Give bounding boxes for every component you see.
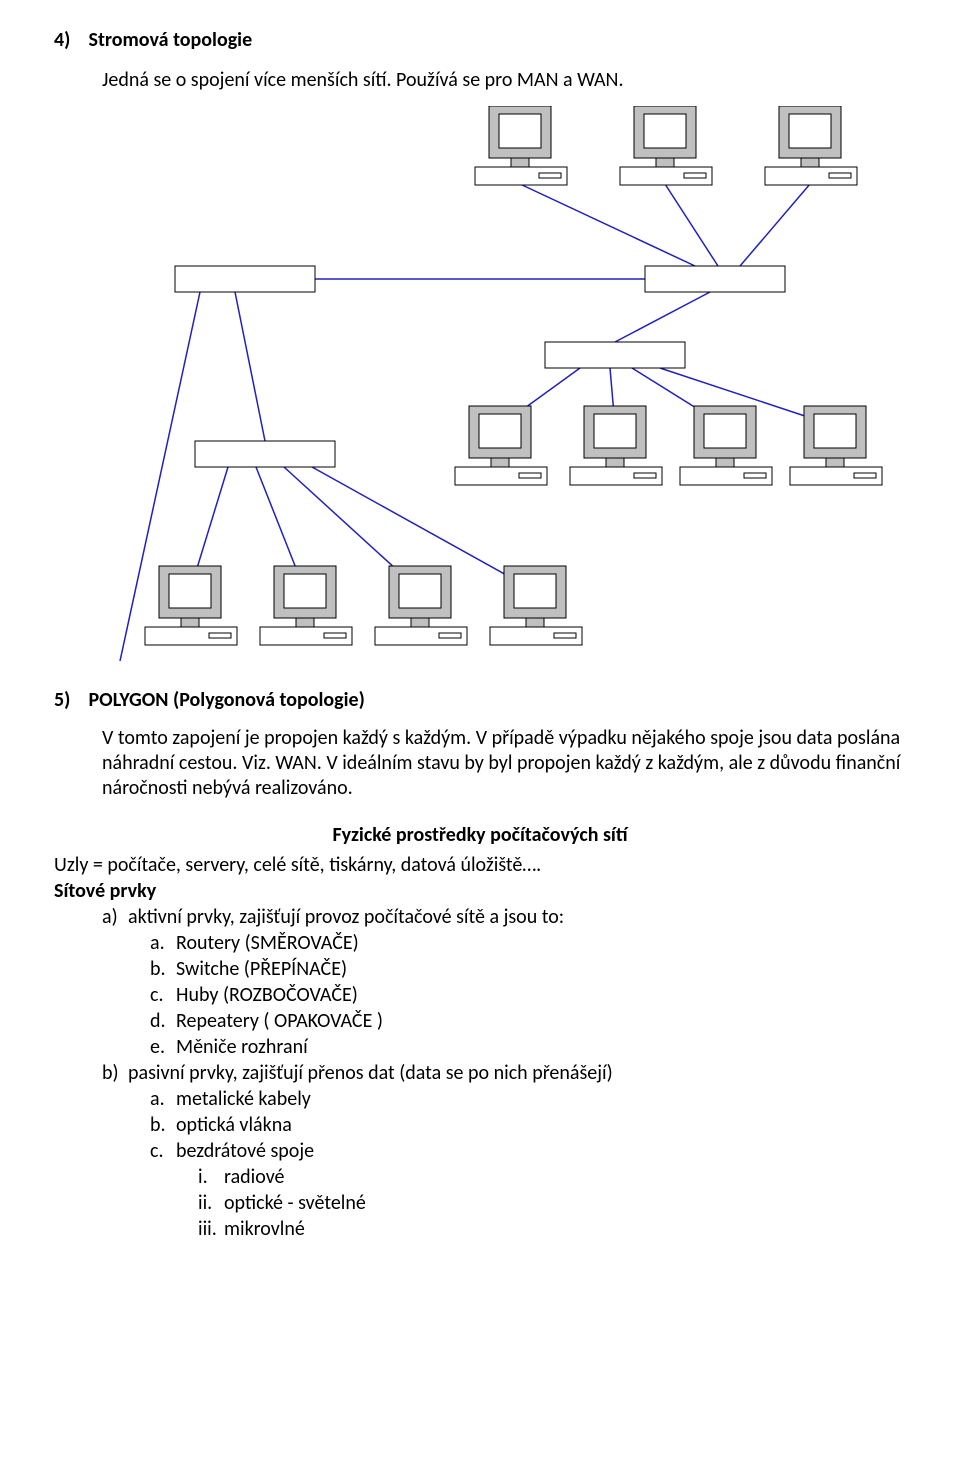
list-item-b: b)pasivní prvky, zajišťují přenos dat (d… xyxy=(102,1061,906,1085)
list-item-text: Routery (SMĚROVAČE) xyxy=(176,931,359,955)
list-item-text: mikrovlné xyxy=(224,1217,305,1241)
list-item-mark: c. xyxy=(150,983,176,1007)
list-item: c.Huby (ROZBOČOVAČE) xyxy=(150,983,906,1007)
list-level-3-c: i.radiovéii.optické - světelnéiii.mikrov… xyxy=(198,1165,906,1241)
list-item-b-text: pasivní prvky, zajišťují přenos dat (dat… xyxy=(128,1061,613,1085)
list-item-text: radiové xyxy=(224,1165,285,1189)
section5-title: POLYGON (Polygonová topologie) xyxy=(89,688,365,712)
list-item-text: optické - světelné xyxy=(224,1191,366,1215)
list-item-mark: b. xyxy=(150,957,176,981)
list-item-text: Switche (PŘEPÍNAČE) xyxy=(176,957,347,981)
list-item-mark: b. xyxy=(150,1113,176,1137)
list-item-a-mark: a) xyxy=(102,905,128,929)
list-item-a: a)aktivní prvky, zajišťují provoz počíta… xyxy=(102,905,906,929)
uzly-definition: Uzly = počítače, servery, celé sítě, tis… xyxy=(54,853,906,877)
list-level-1: a)aktivní prvky, zajišťují provoz počíta… xyxy=(102,905,906,929)
list-item-text: Huby (ROZBOČOVAČE) xyxy=(176,983,358,1007)
section5-heading: 5) POLYGON (Polygonová topologie) xyxy=(54,688,906,712)
list-item-text: Měniče rozhraní xyxy=(176,1035,308,1059)
list-item: b.optická vlákna xyxy=(150,1113,906,1137)
list-item: e.Měniče rozhraní xyxy=(150,1035,906,1059)
list-item-b-mark: b) xyxy=(102,1061,128,1085)
list-item-mark: iii. xyxy=(198,1217,224,1241)
list-item: c.bezdrátové spoje xyxy=(150,1139,906,1163)
list-item-mark: d. xyxy=(150,1009,176,1033)
list-level-2-b: a.metalické kabelyb.optická vláknac.bezd… xyxy=(150,1087,906,1163)
list-item: d.Repeatery ( OPAKOVAČE ) xyxy=(150,1009,906,1033)
list-item: ii.optické - světelné xyxy=(198,1191,906,1215)
list-level-1b: b)pasivní prvky, zajišťují přenos dat (d… xyxy=(102,1061,906,1085)
list-item-mark: c. xyxy=(150,1139,176,1163)
list-item-mark: e. xyxy=(150,1035,176,1059)
list-item-text: bezdrátové spoje xyxy=(176,1139,314,1163)
list-item-mark: a. xyxy=(150,931,176,955)
list-item-text: metalické kabely xyxy=(176,1087,311,1111)
section4-title: Stromová topologie xyxy=(89,28,253,52)
list-item-a-text: aktivní prvky, zajišťují provoz počítačo… xyxy=(128,905,564,929)
list-item: b.Switche (PŘEPÍNAČE) xyxy=(150,957,906,981)
section4-intro: Jedná se o spojení více menších sítí. Po… xyxy=(102,68,906,92)
list-level-2-a: a.Routery (SMĚROVAČE)b.Switche (PŘEPÍNAČ… xyxy=(150,931,906,1059)
list-item: i.radiové xyxy=(198,1165,906,1189)
list-item: a.metalické kabely xyxy=(150,1087,906,1111)
section4-number: 4) xyxy=(54,28,84,52)
sitove-prvky-label: Sítové prvky xyxy=(54,879,906,903)
list-item-mark: i. xyxy=(198,1165,224,1189)
fyzicke-title: Fyzické prostředky počítačových sítí xyxy=(54,823,906,847)
list-item-text: optická vlákna xyxy=(176,1113,292,1137)
section5-para: V tomto zapojení je propojen každý s kaž… xyxy=(102,726,906,801)
list-item-mark: ii. xyxy=(198,1191,224,1215)
list-item: a.Routery (SMĚROVAČE) xyxy=(150,931,906,955)
list-item-mark: a. xyxy=(150,1087,176,1111)
list-item: iii.mikrovlné xyxy=(198,1217,906,1241)
list-item-text: Repeatery ( OPAKOVAČE ) xyxy=(176,1009,383,1033)
section5-number: 5) xyxy=(54,688,84,712)
tree-topology-diagram xyxy=(70,106,890,666)
section4-heading: 4) Stromová topologie xyxy=(54,28,906,52)
